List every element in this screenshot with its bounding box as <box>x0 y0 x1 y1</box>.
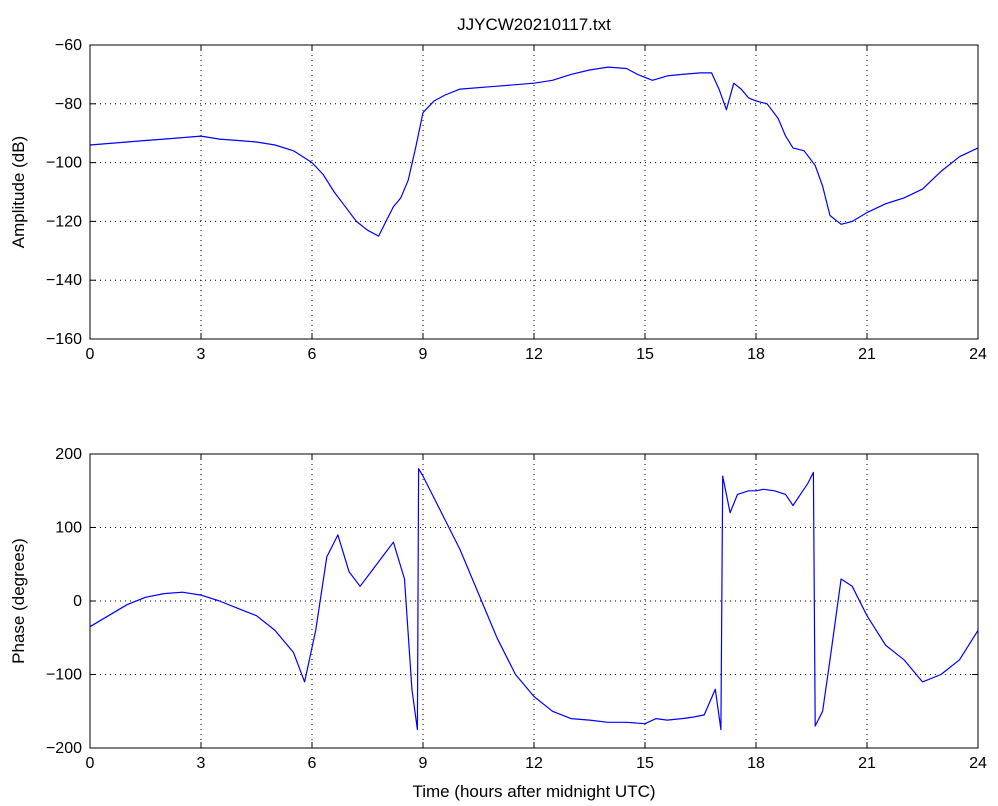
amplitude-y-tick-label: −160 <box>46 331 82 348</box>
figure-title: JJYCW20210117.txt <box>457 15 611 34</box>
phase-y-tick-label: 100 <box>55 520 82 537</box>
phase-x-tick-label: 21 <box>858 755 876 772</box>
amplitude-y-tick-label: −140 <box>46 272 82 289</box>
x-axis-label: Time (hours after midnight UTC) <box>412 782 655 801</box>
phase-y-tick-label: −100 <box>46 667 82 684</box>
phase-x-tick-label: 24 <box>969 755 987 772</box>
phase-x-tick-label: 3 <box>197 755 206 772</box>
amplitude-plot-area <box>90 45 978 339</box>
amplitude-y-tick-label: −100 <box>46 155 82 172</box>
amplitude-plot: 0 3 6 9 12 15 18 21 24 −160 −140 −120 −100 −80 −60 Ampl… <box>9 37 987 363</box>
phase-y-tick-label: 200 <box>55 446 82 463</box>
amplitude-x-tick-label: 6 <box>308 346 317 363</box>
amplitude-y-axis-label: Amplitude (dB) <box>9 136 28 248</box>
amplitude-x-tick-label: 9 <box>419 346 428 363</box>
phase-x-tick-label: 9 <box>419 755 428 772</box>
phase-plot-area <box>90 454 978 748</box>
amplitude-x-tick-label: 12 <box>525 346 543 363</box>
amplitude-series-line <box>89 66 979 237</box>
phase-x-tick-label: 12 <box>525 755 543 772</box>
amplitude-x-tick-label: 24 <box>969 346 987 363</box>
amplitude-x-tick-label: 15 <box>636 346 654 363</box>
phase-x-tick-label: 0 <box>86 755 95 772</box>
phase-y-tick-label: −200 <box>46 740 82 757</box>
phase-series-line <box>89 468 979 731</box>
phase-plot: 0 3 6 9 12 15 18 21 24 −200 −100 0 100 200 Phase (degr… <box>9 446 987 772</box>
phase-y-tick-label: 0 <box>73 593 82 610</box>
amplitude-y-tick-label: −60 <box>55 37 82 54</box>
phase-x-tick-label: 15 <box>636 755 654 772</box>
phase-y-axis-label: Phase (degrees) <box>9 538 28 664</box>
amplitude-x-tick-label: 21 <box>858 346 876 363</box>
amplitude-y-tick-label: −120 <box>46 213 82 230</box>
amplitude-y-tick-label: −80 <box>55 96 82 113</box>
amplitude-x-tick-label: 0 <box>86 346 95 363</box>
phase-x-tick-label: 18 <box>747 755 765 772</box>
phase-x-tick-label: 6 <box>308 755 317 772</box>
amplitude-x-tick-label: 18 <box>747 346 765 363</box>
amplitude-x-tick-label: 3 <box>197 346 206 363</box>
